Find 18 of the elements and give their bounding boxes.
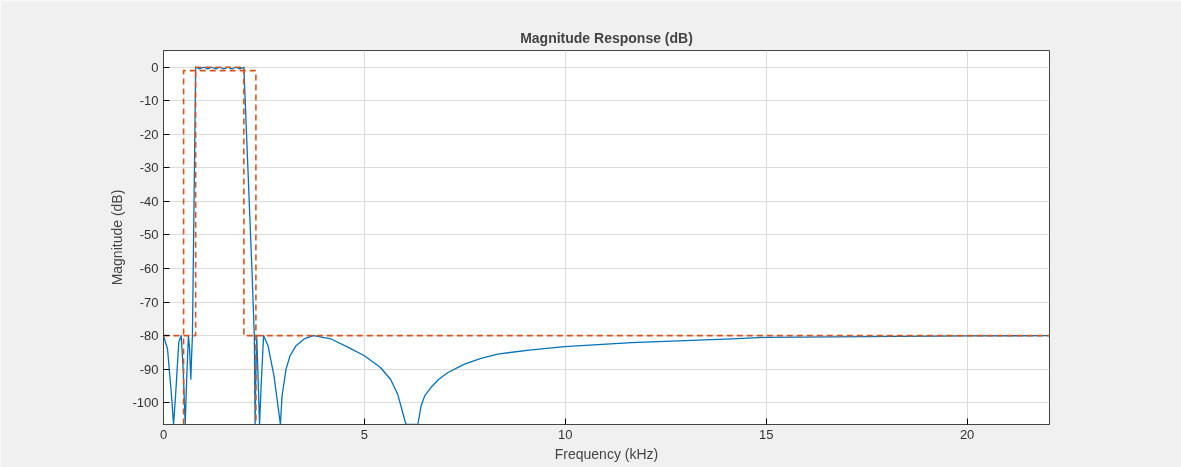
x-axis-title: Frequency (kHz) — [554, 445, 659, 462]
y-tick-label: -10 — [139, 93, 159, 109]
y-tick-label: -100 — [132, 395, 159, 411]
y-tick-label: -60 — [139, 261, 159, 277]
y-tick-label: -40 — [139, 193, 159, 209]
y-tick-label: -30 — [139, 160, 159, 176]
y-axis-title: Magnitude (dB) — [109, 189, 126, 286]
y-tick-label: -90 — [139, 361, 159, 377]
y-tick-label: -20 — [139, 126, 159, 142]
x-tick-label: 5 — [360, 426, 369, 442]
y-tick-label: -80 — [139, 328, 159, 344]
y-tick-label: -70 — [139, 294, 159, 310]
x-tick-label: 15 — [758, 426, 774, 442]
chart-title: Magnitude Response (dB) — [520, 29, 693, 46]
x-tick-label: 20 — [959, 426, 975, 442]
x-tick-label: 10 — [558, 426, 573, 442]
y-tick-label: -50 — [139, 227, 159, 243]
y-tick-label: 0 — [151, 59, 159, 75]
